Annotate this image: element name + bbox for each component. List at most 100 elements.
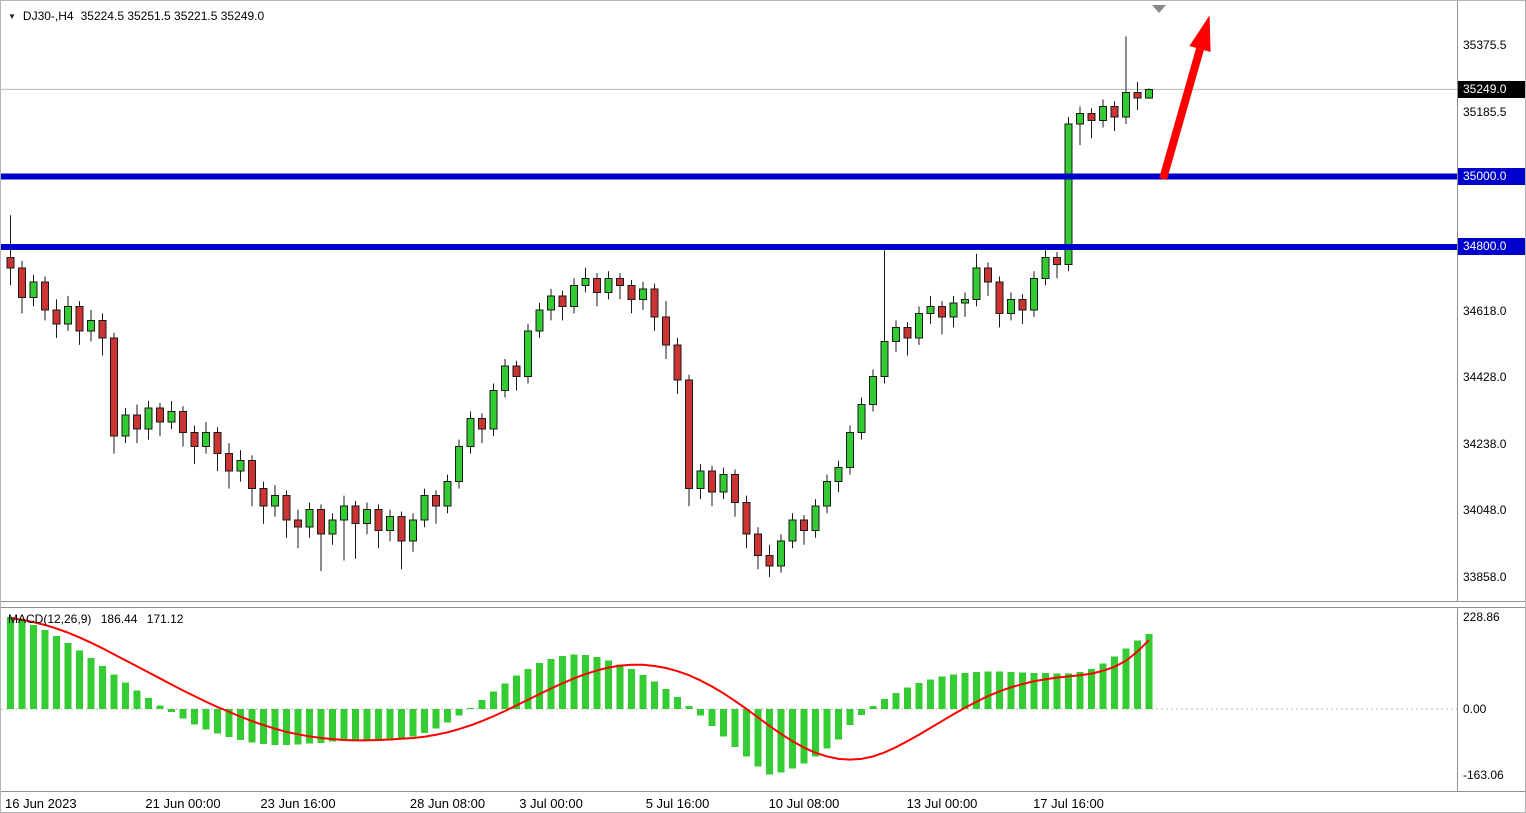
time-axis-label: 13 Jul 00:00: [906, 796, 978, 811]
candle-down: [1018, 298, 1027, 311]
macd-histogram-bar: [835, 709, 842, 740]
candle-down: [75, 305, 84, 332]
candle-up: [880, 340, 889, 377]
candle-up: [328, 519, 337, 535]
candle-down: [662, 316, 670, 346]
macd-histogram-bar: [950, 674, 957, 709]
candle-down: [1053, 256, 1061, 265]
candle-down: [18, 267, 26, 299]
support-resistance-line-35000.0[interactable]: [1, 173, 1457, 180]
candle-down: [52, 309, 61, 325]
macd-histogram-bar: [697, 709, 704, 716]
time-axis[interactable]: 16 Jun 2023 21 Jun 00:00 23 Jun 16:00 28 Ju…: [1, 791, 1525, 812]
candle-down: [225, 453, 233, 472]
chart-shift-marker-icon[interactable]: [1152, 5, 1166, 13]
macd-histogram-bar: [156, 705, 164, 709]
macd-histogram-bar: [1019, 672, 1026, 709]
support-resistance-line-34800.0[interactable]: [1, 243, 1457, 250]
candle-up: [466, 418, 475, 448]
macd-histogram-bar: [605, 660, 612, 709]
price-tick-label: 33858.0: [1463, 570, 1507, 584]
price-tick-label: 34238.0: [1463, 436, 1507, 451]
candle-up: [811, 505, 820, 532]
symbol-timeframe-label: DJ30-,H4: [22, 9, 74, 23]
macd-histogram-bar: [271, 709, 279, 745]
price-chart-canvas[interactable]: [1, 1, 1457, 601]
price-tick-label: 35375.5: [1463, 38, 1507, 52]
candle-down: [593, 277, 601, 293]
candle-down: [213, 432, 222, 455]
macd-histogram-bar: [570, 654, 578, 709]
candle-up: [604, 277, 613, 293]
candle-up: [64, 305, 72, 325]
macd-histogram-bar: [76, 650, 83, 709]
candle-down: [685, 379, 693, 490]
macd-histogram-bar: [628, 669, 635, 709]
candle-up: [834, 467, 843, 483]
candle-down: [294, 519, 302, 528]
macd-histogram-bar: [1007, 672, 1015, 709]
macd-axis[interactable]: 228.86 0.00 -163.06: [1457, 608, 1525, 791]
macd-histogram-bar: [168, 709, 175, 713]
chart-legend: ▼ DJ30-,H4 35224.5 35251.5 35221.5 35249…: [8, 9, 264, 23]
candle-up: [1064, 123, 1073, 265]
macd-tick-label: 228.86: [1463, 609, 1500, 624]
candle-down: [397, 516, 406, 542]
macd-histogram-bar: [283, 709, 290, 745]
trend-arrow-annotation[interactable]: [1159, 15, 1211, 181]
macd-histogram-bar: [708, 709, 716, 726]
candle-up: [1030, 277, 1038, 311]
candle-down: [650, 288, 659, 318]
candle-up: [409, 519, 417, 542]
macd-tick-label: -163.06: [1463, 767, 1504, 782]
candle-up: [236, 460, 245, 472]
candle-down: [248, 460, 256, 490]
candle-down: [731, 474, 739, 504]
macd-histogram-bar: [513, 675, 520, 709]
macd-histogram-bar: [651, 681, 658, 709]
macd-histogram-bar: [41, 630, 49, 709]
macd-histogram-bar: [593, 657, 601, 709]
price-chart-pane[interactable]: ▼ DJ30-,H4 35224.5 35251.5 35221.5 35249…: [1, 1, 1457, 601]
macd-pane[interactable]: [1, 608, 1457, 791]
candle-down: [616, 277, 624, 286]
pane-divider[interactable]: [1, 601, 1525, 608]
candle-down: [1133, 92, 1142, 99]
macd-histogram-bar: [846, 709, 854, 726]
macd-histogram-bar: [616, 664, 624, 709]
macd-histogram-bar: [743, 709, 750, 757]
macd-legend: MACD(12,26,9) 186.44 171.12: [8, 612, 189, 626]
macd-histogram-bar: [386, 709, 394, 739]
candle-up: [823, 481, 831, 507]
candle-up: [305, 509, 314, 528]
price-axis[interactable]: 35375.5 35185.5 34618.0 34428.0 34238.0 34048…: [1457, 1, 1525, 601]
macd-histogram-bar: [1145, 634, 1153, 709]
symbol-dropdown-icon[interactable]: ▼: [8, 11, 16, 21]
macd-histogram-bar: [915, 682, 923, 709]
candle-down: [1110, 106, 1119, 118]
macd-histogram-bar: [375, 709, 382, 740]
macd-histogram-bar: [294, 709, 302, 745]
macd-histogram-bar: [869, 705, 877, 709]
macd-histogram-bar: [731, 709, 739, 747]
macd-histogram-bar: [720, 709, 727, 737]
candle-up: [420, 495, 429, 521]
candle-up: [696, 470, 705, 490]
candle-down: [432, 495, 440, 507]
candle-down: [903, 326, 912, 339]
macd-canvas[interactable]: [1, 608, 1457, 791]
macd-histogram-bar: [800, 709, 808, 764]
candle-down: [98, 319, 107, 339]
time-axis-label: 3 Jul 00:00: [519, 796, 583, 811]
candle-down: [742, 502, 751, 535]
macd-histogram-bar: [444, 709, 451, 723]
macd-histogram-bar: [352, 709, 359, 741]
candle-up: [167, 411, 176, 423]
macd-histogram-bar: [202, 709, 210, 730]
macd-histogram-bar: [248, 709, 256, 743]
candle-up: [1099, 106, 1107, 122]
macd-main-value: 186.44: [100, 612, 138, 626]
candle-down: [351, 505, 360, 525]
candle-down: [765, 554, 774, 567]
macd-histogram-bar: [133, 690, 141, 709]
